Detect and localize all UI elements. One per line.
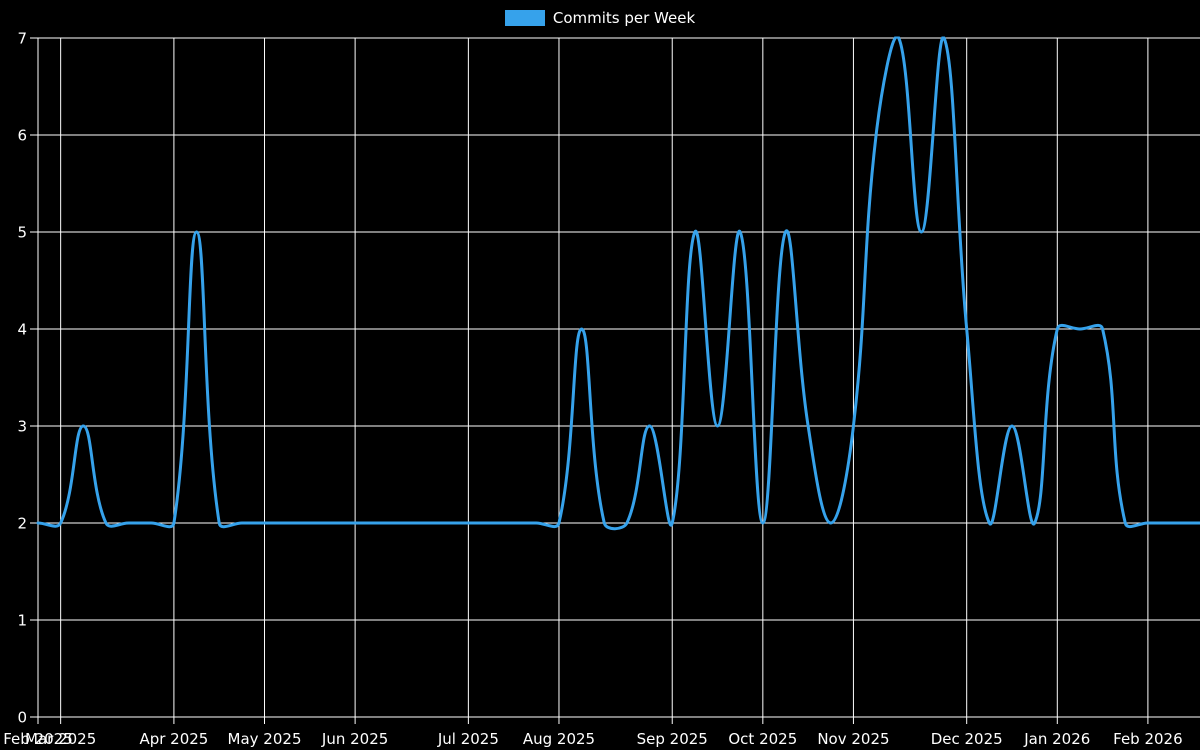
x-tick-label: Jan 2026	[1023, 730, 1090, 748]
x-tick-label: Jun 2025	[321, 730, 388, 748]
y-tick-label: 7	[17, 29, 27, 47]
x-tick-label: Mar 2025	[25, 730, 96, 748]
x-tick-label: Oct 2025	[728, 730, 797, 748]
legend-swatch-icon	[504, 10, 545, 26]
y-tick-label: 5	[17, 223, 27, 241]
x-tick-label: Sep 2025	[637, 730, 708, 748]
x-tick-label: Aug 2025	[523, 730, 595, 748]
series-line	[36, 36, 1200, 531]
y-tick-label: 6	[17, 126, 27, 144]
y-tick-label: 4	[17, 320, 27, 338]
legend-label: Commits per Week	[552, 9, 696, 27]
x-tick-label: Feb 2025	[3, 730, 73, 748]
x-tick-label: Dec 2025	[931, 730, 1003, 748]
y-tick-label: 1	[17, 611, 27, 629]
y-tick-label: 2	[17, 514, 27, 532]
y-tick-label: 0	[17, 708, 27, 726]
y-tick-label: 3	[17, 417, 27, 435]
x-tick-label: Nov 2025	[817, 730, 889, 748]
legend[interactable]: Commits per Week	[0, 8, 1200, 28]
x-tick-label: May 2025	[228, 730, 302, 748]
x-tick-label: Jul 2025	[437, 730, 499, 748]
x-tick-label: Feb 2026	[1113, 730, 1183, 748]
x-tick-label: Apr 2025	[139, 730, 208, 748]
